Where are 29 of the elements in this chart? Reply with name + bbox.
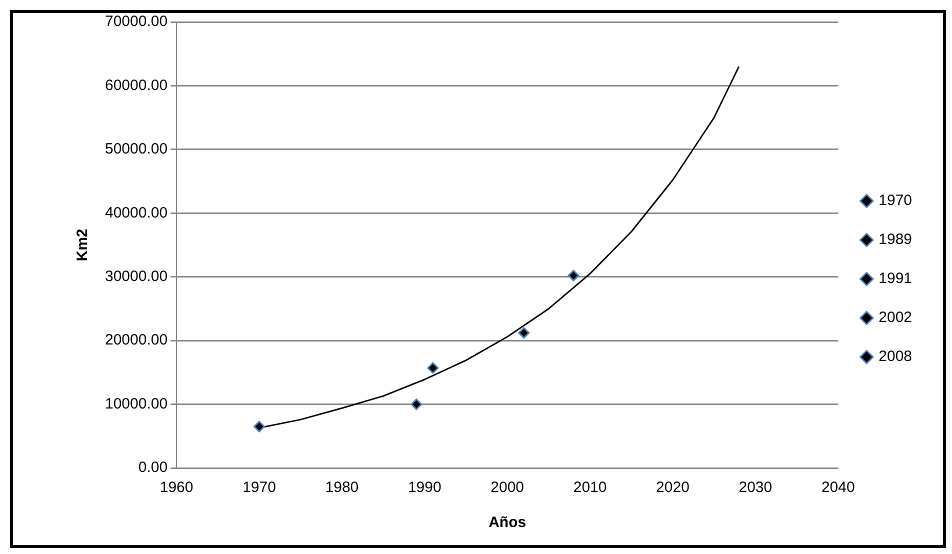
legend-label: 1991	[878, 270, 912, 288]
legend-label: 2008	[878, 348, 912, 366]
x-tick-label: 2010	[573, 479, 607, 496]
y-tick-label: 20000.00	[104, 332, 168, 349]
point	[427, 362, 439, 374]
legend-label: 2002	[878, 309, 912, 326]
y-tick-label: 50000.00	[104, 140, 168, 158]
legend-label: 1970	[878, 192, 912, 210]
x-axis-title: Años	[488, 514, 526, 532]
x-tick-label: 1980	[325, 479, 359, 496]
x-tick-label: 1970	[242, 479, 276, 496]
y-tick-label: 0.00	[138, 459, 168, 476]
y-tick-label: 30000.00	[104, 268, 168, 285]
y-axis-title: Km2	[74, 228, 92, 262]
point	[518, 327, 530, 339]
x-tick-label: 2020	[656, 479, 690, 496]
point	[568, 270, 580, 282]
point	[254, 420, 266, 432]
x-tick-label: 1990	[408, 479, 442, 496]
x-tick-label: 2040	[821, 479, 855, 496]
point	[410, 398, 422, 410]
y-tick-label: 70000.00	[104, 13, 168, 30]
x-tick-label: 2000	[490, 479, 524, 496]
x-tick-label: 1960	[160, 479, 194, 496]
x-tick-label: 2030	[738, 479, 772, 496]
y-tick-label: 60000.00	[104, 76, 168, 94]
y-tick-label: 40000.00	[104, 204, 168, 222]
legend-label: 1989	[878, 231, 912, 248]
y-tick-label: 10000.00	[104, 395, 168, 412]
